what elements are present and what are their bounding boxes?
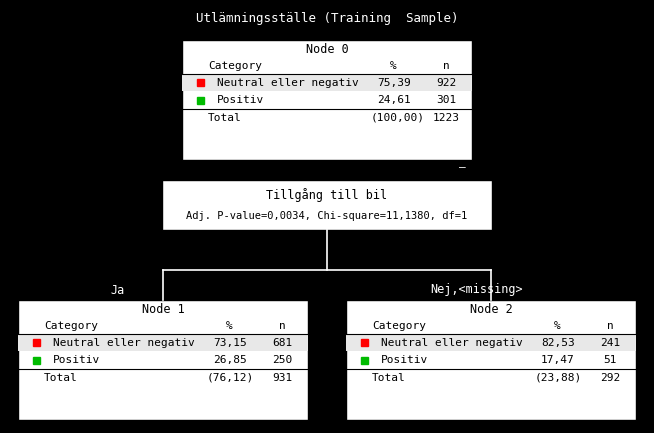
Bar xyxy=(18,334,308,352)
Text: n: n xyxy=(279,321,285,331)
Text: Positiv: Positiv xyxy=(53,355,100,365)
Bar xyxy=(346,334,636,352)
Text: 301: 301 xyxy=(436,95,456,105)
Bar xyxy=(196,97,203,103)
Text: Ja: Ja xyxy=(110,284,124,297)
Text: Neutral eller negativ: Neutral eller negativ xyxy=(53,338,194,348)
Text: 1223: 1223 xyxy=(432,113,459,123)
Text: Neutral eller negativ: Neutral eller negativ xyxy=(381,338,523,348)
Text: Category: Category xyxy=(372,321,426,331)
Text: 292: 292 xyxy=(600,373,620,383)
Text: n: n xyxy=(443,61,449,71)
Text: 75,39: 75,39 xyxy=(377,78,411,88)
Text: 26,85: 26,85 xyxy=(213,355,247,365)
Text: Total: Total xyxy=(44,373,78,383)
Text: –: – xyxy=(458,162,466,172)
Text: 250: 250 xyxy=(272,355,292,365)
Text: 82,53: 82,53 xyxy=(541,338,575,348)
Text: Positiv: Positiv xyxy=(381,355,428,365)
Text: Node 2: Node 2 xyxy=(470,303,512,316)
Bar xyxy=(18,300,308,420)
Text: 681: 681 xyxy=(272,338,292,348)
Bar xyxy=(33,356,39,363)
Text: Positiv: Positiv xyxy=(216,95,264,105)
Text: Neutral eller negativ: Neutral eller negativ xyxy=(216,78,358,88)
Text: Adj. P-value=0,0034, Chi-square=11,1380, df=1: Adj. P-value=0,0034, Chi-square=11,1380,… xyxy=(186,211,468,221)
Text: %: % xyxy=(390,61,397,71)
Text: Tillgång till bil: Tillgång till bil xyxy=(266,188,388,202)
Text: n: n xyxy=(606,321,613,331)
Bar xyxy=(196,79,203,86)
Text: 73,15: 73,15 xyxy=(213,338,247,348)
Text: Nej,<missing>: Nej,<missing> xyxy=(430,284,523,297)
Text: Utlämningsställe (Training  Sample): Utlämningsställe (Training Sample) xyxy=(196,12,458,25)
Bar xyxy=(182,40,472,160)
Text: Node 1: Node 1 xyxy=(142,303,184,316)
Text: Total: Total xyxy=(372,373,406,383)
Text: 922: 922 xyxy=(436,78,456,88)
Text: Total: Total xyxy=(208,113,242,123)
Bar xyxy=(346,300,636,420)
Text: Category: Category xyxy=(208,61,262,71)
Text: (76,12): (76,12) xyxy=(207,373,254,383)
Text: (100,00): (100,00) xyxy=(371,113,424,123)
Text: 51: 51 xyxy=(603,355,617,365)
Text: 24,61: 24,61 xyxy=(377,95,411,105)
Bar xyxy=(33,339,39,346)
Bar xyxy=(162,180,492,230)
Text: 241: 241 xyxy=(600,338,620,348)
Text: %: % xyxy=(555,321,561,331)
Text: (23,88): (23,88) xyxy=(534,373,582,383)
Text: %: % xyxy=(226,321,233,331)
Bar xyxy=(360,339,368,346)
Text: 931: 931 xyxy=(272,373,292,383)
Bar xyxy=(360,356,368,363)
Text: 17,47: 17,47 xyxy=(541,355,575,365)
Text: Category: Category xyxy=(44,321,98,331)
Bar xyxy=(182,74,472,91)
Text: Node 0: Node 0 xyxy=(305,43,349,56)
